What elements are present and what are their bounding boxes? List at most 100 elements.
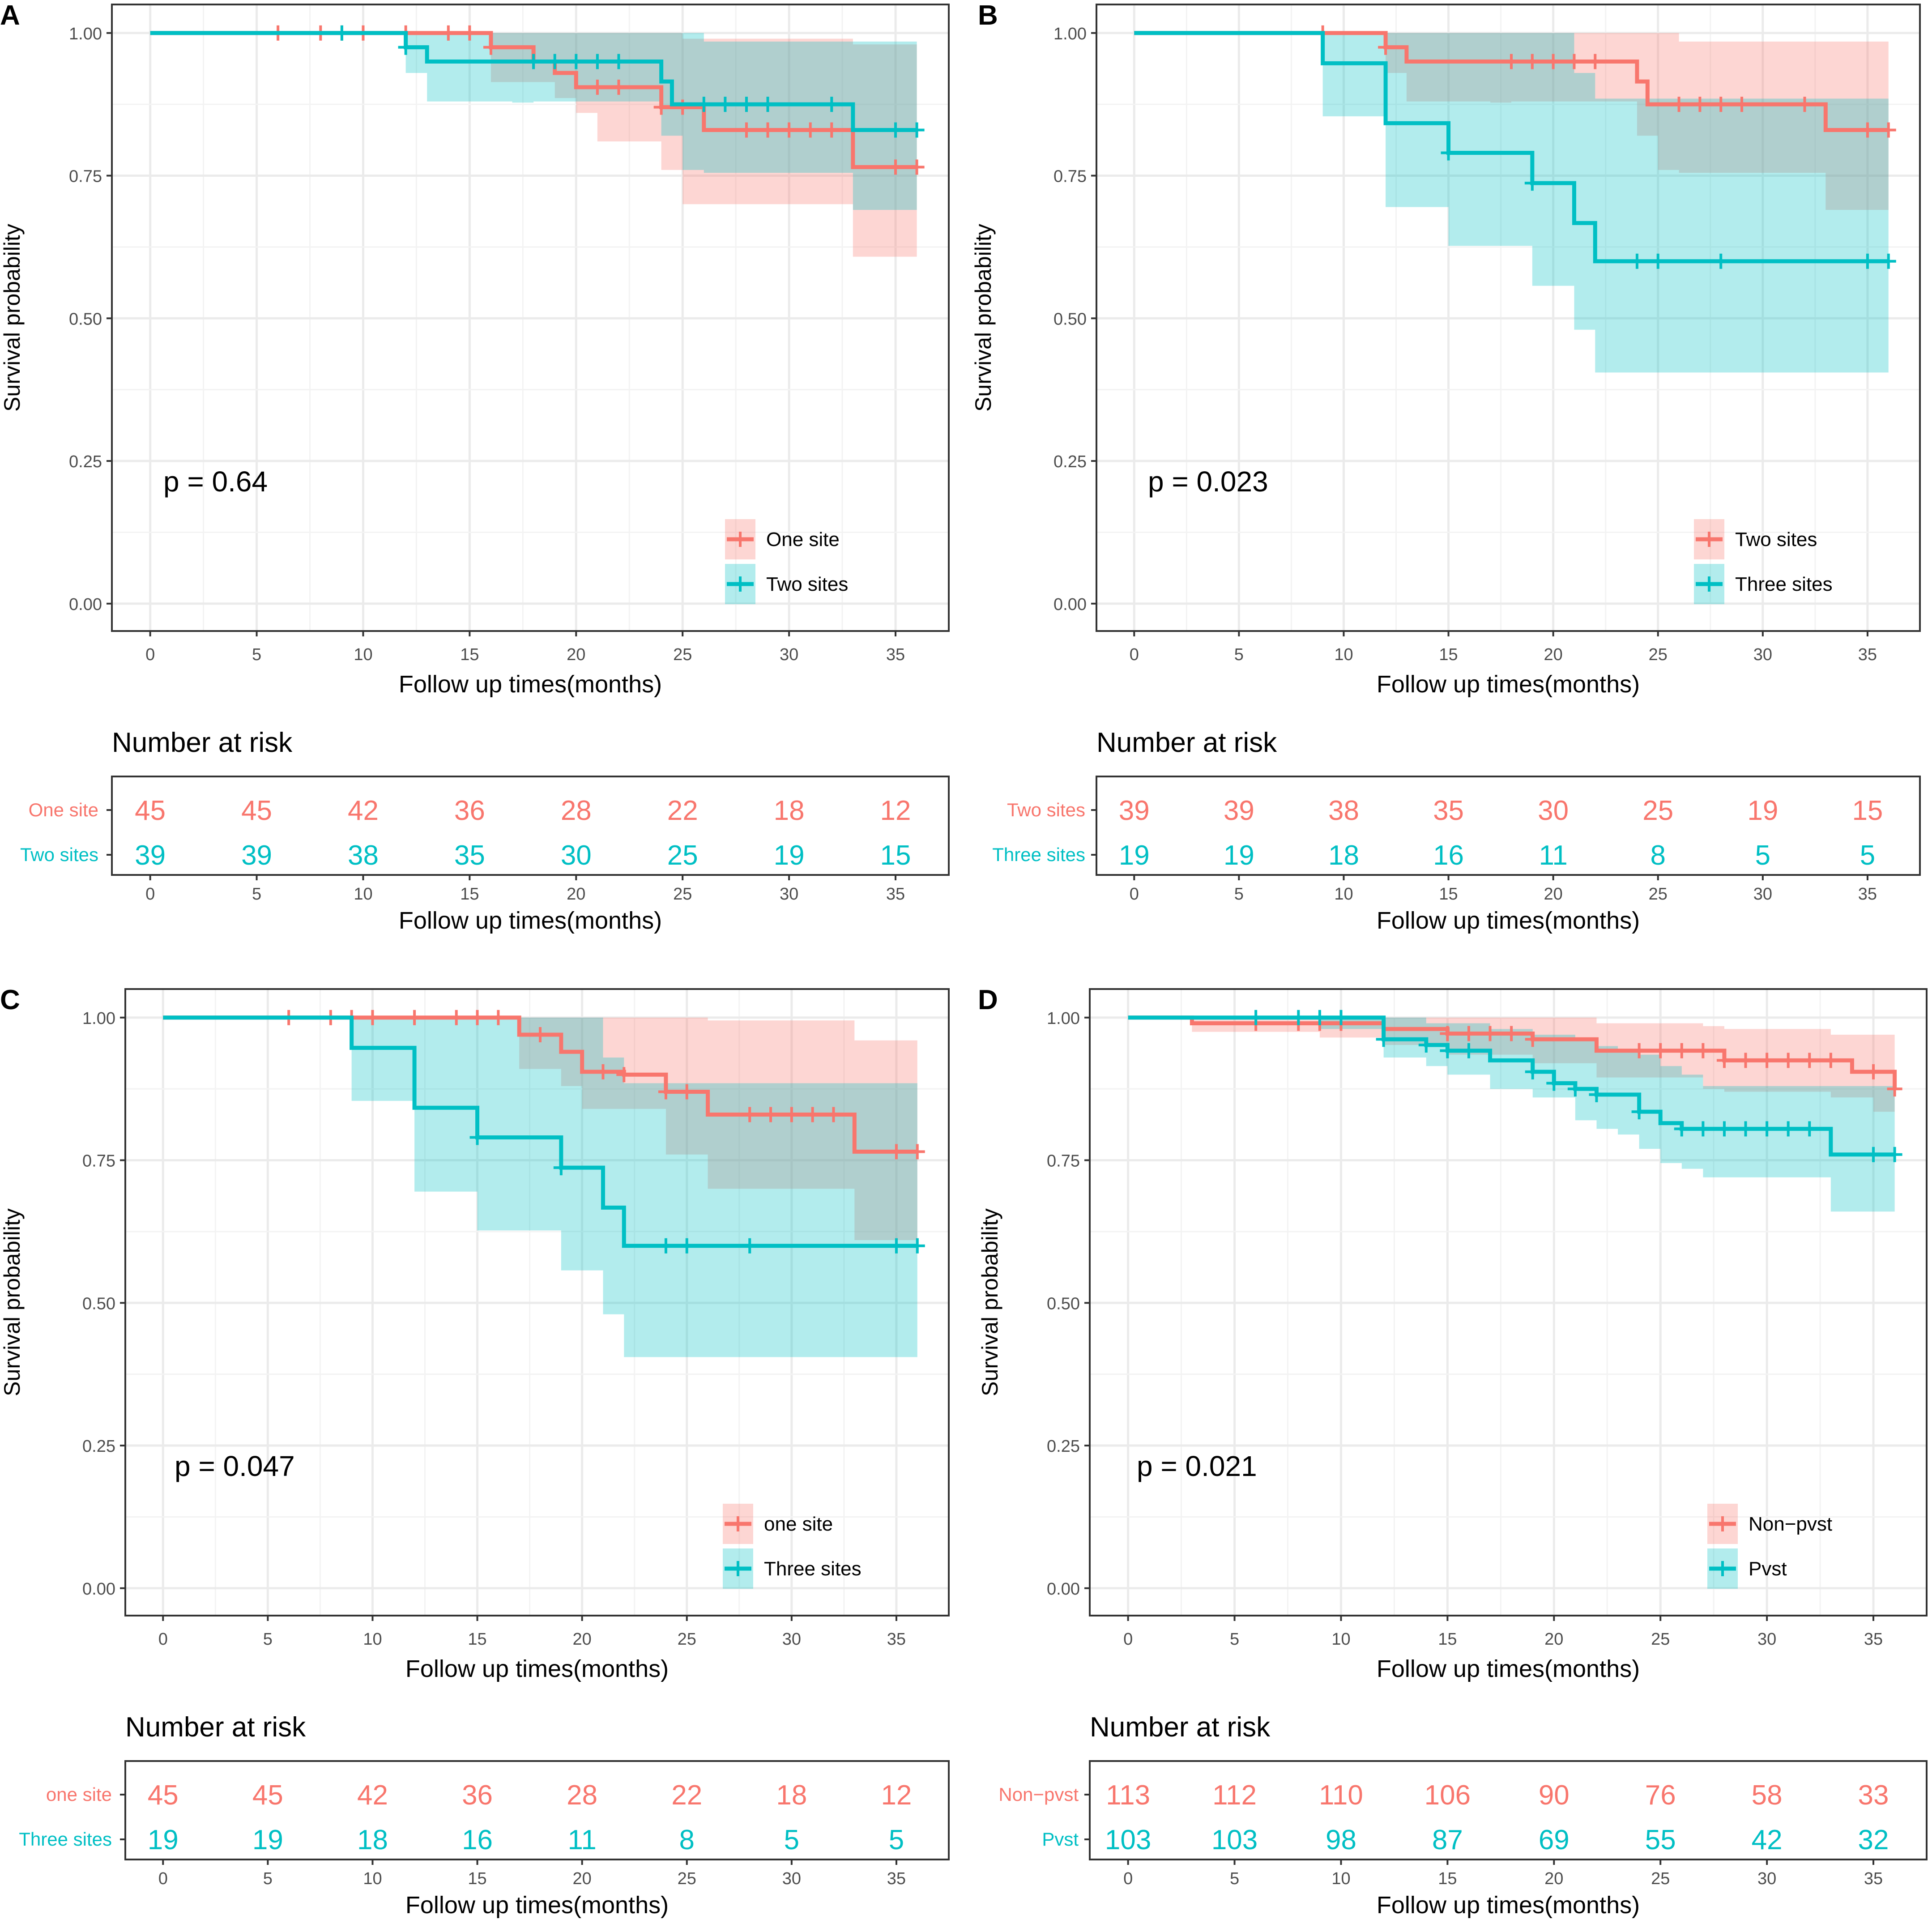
censor-mark [909, 159, 925, 175]
risk-value: 39 [1119, 795, 1150, 826]
x-tick-label: 5 [263, 1630, 273, 1649]
x-tick-label: 30 [1757, 1630, 1776, 1649]
survival-curve-1 [163, 1015, 917, 1248]
censor-mark [1738, 1053, 1753, 1068]
risk-value: 35 [1433, 795, 1464, 826]
censor-mark [909, 122, 925, 138]
risk-x-tick-label: 5 [1230, 1869, 1239, 1888]
y-tick-label: 1.00 [1047, 1009, 1080, 1028]
y-tick-label: 0.25 [69, 452, 102, 471]
risk-row-label: Pvst [1042, 1829, 1079, 1850]
risk-x-tick-label: 35 [1858, 885, 1877, 904]
risk-value: 103 [1211, 1825, 1258, 1855]
censor-mark [1674, 1043, 1689, 1058]
censor-mark [1629, 253, 1645, 269]
censor-mark [1461, 1043, 1476, 1058]
y-tick-label: 0.75 [1047, 1152, 1080, 1171]
censor-mark [1461, 1026, 1476, 1041]
x-tick-label: 0 [1130, 645, 1139, 664]
censor-mark [1504, 54, 1519, 69]
x-tick-label: 20 [1544, 645, 1563, 664]
ci-band-0 [1128, 1017, 1895, 1112]
risk-value: 35 [454, 840, 485, 871]
censor-mark [802, 122, 818, 138]
censor-mark [888, 122, 904, 138]
x-tick-label: 25 [1651, 1630, 1670, 1649]
risk-row-label: one site [46, 1784, 112, 1805]
risk-value: 18 [774, 795, 805, 826]
risk-value: 18 [357, 1825, 388, 1855]
censor-mark [533, 1027, 548, 1043]
legend-label-1: Pvst [1749, 1558, 1787, 1580]
panel-letter: C [0, 985, 20, 1015]
risk-value: 90 [1539, 1780, 1569, 1811]
censor-mark [824, 122, 840, 138]
censor-mark [1524, 54, 1540, 69]
x-axis-label: Follow up times(months) [1377, 1655, 1640, 1682]
risk-row-label: Two sites [20, 844, 98, 865]
censor-mark [805, 1107, 820, 1122]
risk-x-tick-label: 0 [1123, 1869, 1133, 1888]
y-axis-label: Survival probability [977, 1208, 1002, 1396]
ci-band-1 [1128, 1017, 1895, 1212]
risk-value: 87 [1432, 1825, 1463, 1855]
x-tick-label: 20 [573, 1630, 592, 1649]
risk-value: 5 [1860, 840, 1875, 871]
risk-x-tick-label: 15 [468, 1869, 486, 1888]
censor-mark [448, 1010, 464, 1025]
censor-mark [909, 1144, 925, 1160]
risk-value: 18 [776, 1780, 807, 1811]
risk-row-label: Non−pvst [998, 1784, 1079, 1805]
risk-x-tick-label: 0 [1130, 885, 1139, 904]
censor-mark [888, 1238, 904, 1254]
censor-mark [1525, 1064, 1540, 1079]
risk-value: 42 [357, 1780, 388, 1811]
y-tick-label: 0.00 [82, 1580, 115, 1599]
x-tick-label: 15 [460, 645, 479, 664]
censor-mark [462, 25, 478, 41]
risk-value: 103 [1105, 1825, 1151, 1855]
y-tick-label: 0.50 [82, 1294, 115, 1313]
x-tick-label: 15 [1439, 645, 1458, 664]
x-tick-label: 25 [678, 1630, 696, 1649]
risk-x-tick-label: 25 [678, 1869, 696, 1888]
x-tick-label: 5 [1234, 645, 1244, 664]
risk-value: 45 [252, 1780, 283, 1811]
risk-value: 45 [148, 1780, 179, 1811]
censor-mark [1545, 54, 1561, 69]
y-axis-label: Survival probability [971, 224, 996, 412]
censor-mark [1859, 253, 1875, 269]
censor-mark [1248, 1010, 1264, 1025]
risk-value: 25 [667, 840, 698, 871]
risk-value: 112 [1212, 1780, 1257, 1811]
x-tick-label: 35 [1864, 1630, 1883, 1649]
censor-mark [407, 1010, 422, 1025]
censor-mark [1525, 1032, 1540, 1047]
risk-value: 8 [679, 1825, 695, 1855]
y-tick-label: 0.00 [1047, 1580, 1080, 1599]
y-tick-label: 0.00 [69, 595, 102, 614]
censor-mark [1650, 253, 1666, 269]
risk-value: 19 [1119, 840, 1150, 871]
survival-curve-0 [150, 31, 917, 169]
risk-value: 42 [348, 795, 379, 826]
risk-x-tick-label: 30 [1757, 1869, 1776, 1888]
x-tick-label: 0 [158, 1630, 168, 1649]
censor-mark [553, 1160, 569, 1176]
y-tick-label: 1.00 [1053, 25, 1087, 43]
risk-value: 32 [1858, 1825, 1889, 1855]
risk-x-tick-label: 20 [1544, 885, 1563, 904]
censor-mark [1881, 122, 1896, 138]
risk-value: 16 [1433, 840, 1464, 871]
risk-value: 36 [462, 1780, 493, 1811]
risk-value: 5 [784, 1825, 799, 1855]
x-tick-label: 10 [354, 645, 372, 664]
censor-mark [1567, 1081, 1583, 1097]
risk-table-title: Number at risk [112, 727, 293, 758]
censor-mark [1631, 1104, 1647, 1120]
censor-mark [1866, 1147, 1881, 1162]
panel-letter: A [0, 0, 20, 31]
censor-mark [1587, 54, 1603, 69]
risk-x-tick-label: 0 [158, 1869, 168, 1888]
